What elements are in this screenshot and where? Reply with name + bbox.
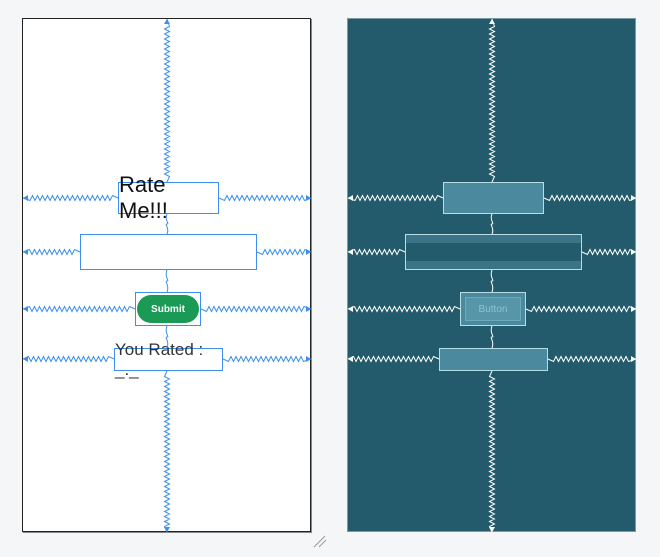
blueprint-button[interactable]: Button xyxy=(465,297,521,321)
blueprint-input-field[interactable] xyxy=(405,234,582,270)
design-view xyxy=(22,18,311,532)
blueprint-button-bounds[interactable]: Button xyxy=(460,292,526,326)
rate-title-text: Rate Me!!! xyxy=(119,172,168,223)
submit-button[interactable]: Submit xyxy=(137,295,199,323)
submit-button-bounds[interactable]: Submit xyxy=(135,292,201,326)
resize-handle-icon[interactable] xyxy=(312,534,328,548)
blueprint-view xyxy=(347,18,636,532)
rating-input-field[interactable] xyxy=(80,234,257,270)
blueprint-result-textview[interactable] xyxy=(439,348,548,371)
rate-title-textview[interactable]: Rate Me!!! xyxy=(118,172,219,223)
result-text: You Rated : _._ xyxy=(115,339,204,379)
blueprint-title-textview[interactable] xyxy=(443,182,544,214)
result-textview[interactable]: You Rated : _._ xyxy=(114,340,223,379)
